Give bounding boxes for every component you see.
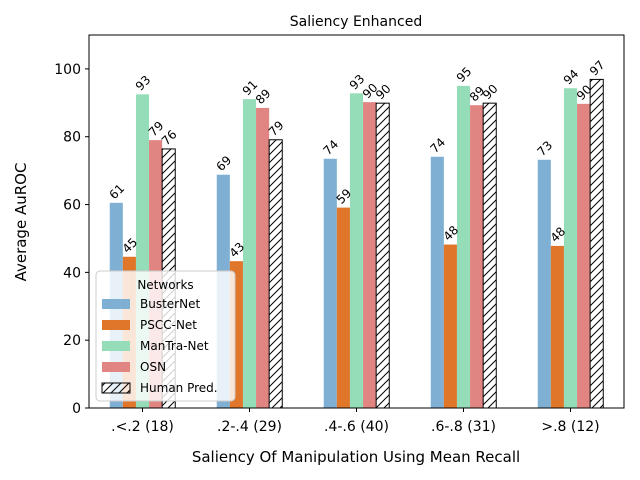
bar (470, 105, 484, 408)
bar (537, 159, 551, 408)
x-tick-label: .<.2 (18) (111, 419, 174, 435)
legend-label: ManTra-Net (140, 339, 209, 353)
bar (430, 156, 444, 408)
data-label: 90 (480, 82, 501, 103)
bar (256, 107, 270, 409)
data-label: 73 (535, 138, 556, 159)
y-axis-label: Average AuROC (12, 163, 30, 282)
data-label: 97 (587, 58, 608, 79)
data-label: 90 (373, 82, 394, 103)
y-tick-label: 100 (54, 62, 81, 78)
bar (589, 78, 604, 409)
bar (577, 103, 591, 409)
bar (563, 88, 578, 408)
bar (363, 102, 377, 408)
legend-label: Human Pred. (140, 381, 218, 395)
data-label: 95 (454, 64, 475, 85)
legend-swatch (101, 382, 131, 394)
x-tick-label: .2-.4 (29) (217, 419, 282, 435)
legend-label: PSCC-Net (140, 318, 197, 332)
x-tick-label: .4-.6 (40) (324, 419, 389, 435)
data-label: 69 (214, 153, 235, 174)
legend-box (95, 270, 236, 402)
data-label: 93 (133, 73, 154, 94)
bar (336, 207, 350, 408)
bar (456, 85, 471, 408)
legend-swatch (102, 341, 130, 351)
x-tick-label: >.8 (12) (541, 419, 599, 435)
legend-title: Networks (137, 278, 193, 292)
legend-swatch (102, 362, 130, 372)
bar (550, 245, 564, 408)
legend-swatch (102, 299, 130, 309)
y-tick-label: 0 (72, 401, 81, 417)
legend-label: BusterNet (140, 297, 200, 311)
bar (375, 102, 390, 409)
data-label: 74 (428, 135, 449, 156)
y-tick-label: 80 (63, 130, 81, 146)
y-tick-label: 40 (63, 265, 81, 281)
x-axis-label: Saliency Of Manipulation Using Mean Reca… (192, 448, 520, 466)
x-tick-label: .6-.8 (31) (431, 419, 496, 435)
bar (482, 102, 497, 409)
y-tick-label: 20 (63, 333, 81, 349)
bar (349, 93, 364, 408)
legend-label: OSN (140, 360, 166, 374)
data-label: 94 (561, 67, 582, 88)
chart-title: Saliency Enhanced (290, 14, 422, 30)
y-tick-label: 60 (63, 198, 81, 214)
legend: Networks BusterNet PSCC-Net ManTra-Net OSN H… (95, 270, 236, 402)
data-label: 74 (321, 137, 342, 158)
bar (242, 99, 257, 408)
data-label: 61 (107, 181, 128, 202)
plot-frame (88, 34, 625, 409)
bar (268, 139, 283, 409)
bar (443, 244, 457, 408)
legend-swatch (102, 320, 130, 330)
bar (323, 158, 337, 408)
